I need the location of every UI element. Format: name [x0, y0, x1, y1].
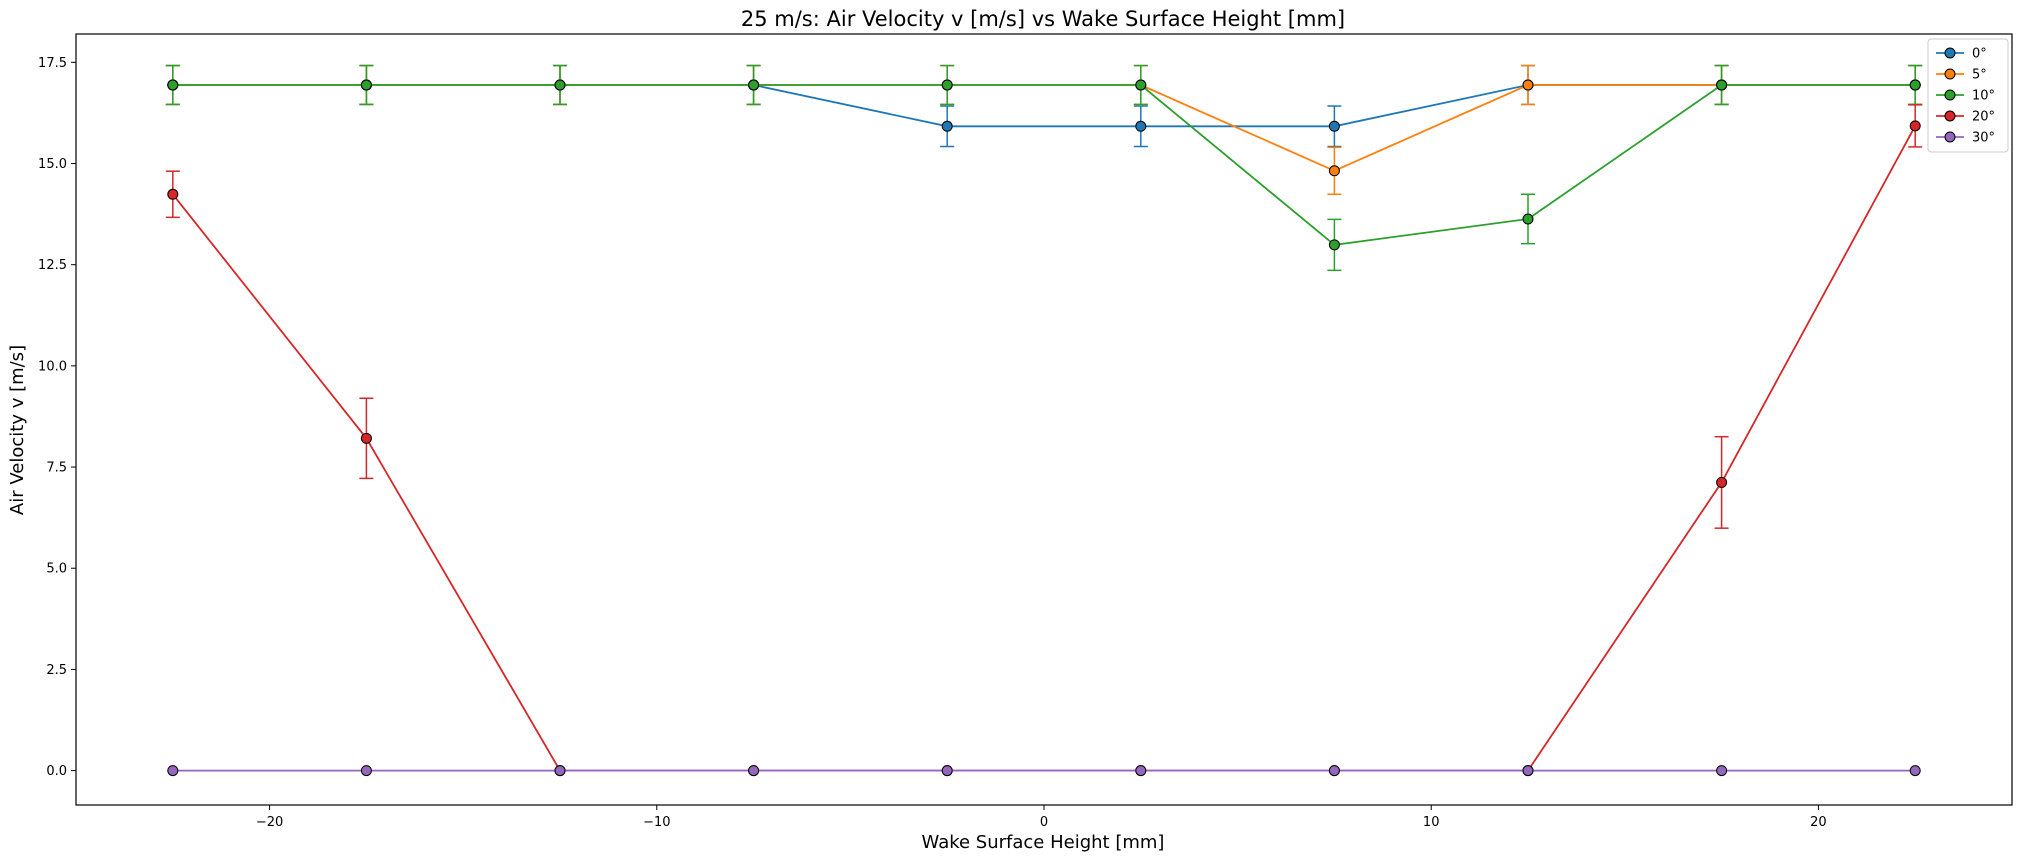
data-point [1328, 239, 1340, 251]
data-point [1135, 79, 1147, 91]
series-line [172, 84, 1916, 128]
data-point [1135, 120, 1147, 132]
data-point [1909, 120, 1921, 132]
legend-marker [1944, 131, 1956, 143]
legend-entry: 20° [1936, 110, 1995, 125]
legend-entry: 0° [1936, 47, 1987, 62]
data-point [167, 188, 179, 200]
data-point [1328, 120, 1340, 132]
data-point [1909, 79, 1921, 91]
legend-label: 30° [1972, 131, 1995, 146]
data-point [554, 765, 566, 777]
legend-entry: 5° [1936, 68, 1987, 83]
data-point [167, 765, 179, 777]
y-tick-label: 5.0 [46, 562, 67, 577]
series-4 [167, 765, 1921, 777]
series-2 [165, 64, 1923, 272]
data-point [748, 79, 760, 91]
x-tick-label: 20 [1810, 815, 1827, 830]
legend: 0° 5° 10° 20° 30° [1927, 38, 2009, 153]
data-point [748, 765, 760, 777]
data-point [1135, 765, 1147, 777]
x-tick-label: −20 [256, 815, 283, 830]
legend-marker [1944, 47, 1956, 59]
data-point [941, 765, 953, 777]
legend-marker [1944, 89, 1956, 101]
data-point [1716, 476, 1728, 488]
data-point [1522, 79, 1534, 91]
y-tick-label: 2.5 [46, 663, 67, 678]
axes: −20 −10 0 10 20 0.0 2.5 5.0 7.5 10.0 12.5 15.0 17.5 [38, 33, 2013, 830]
data-point [941, 79, 953, 91]
legend-label: 5° [1972, 68, 1987, 83]
series-line [172, 84, 1916, 172]
data-point [1328, 165, 1340, 177]
x-tick-label: 10 [1423, 815, 1440, 830]
data-point [1522, 765, 1534, 777]
y-tick-label: 12.5 [38, 258, 67, 273]
y-tick-label: 17.5 [38, 56, 67, 71]
data-point [1522, 213, 1534, 225]
plot-area [165, 64, 1923, 777]
data-point [1909, 765, 1921, 777]
y-tick-label: 0.0 [46, 764, 67, 779]
data-point [167, 79, 179, 91]
data-point [1716, 79, 1728, 91]
data-point [1716, 765, 1728, 777]
y-tick-label: 15.0 [38, 157, 67, 172]
legend-label: 10° [1972, 89, 1995, 104]
legend-entry: 30° [1936, 131, 1995, 146]
data-point [1328, 765, 1340, 777]
x-tick-label: −10 [643, 815, 670, 830]
series-0 [165, 64, 1923, 148]
legend-label: 0° [1972, 47, 1987, 62]
data-point [360, 765, 372, 777]
legend-label: 20° [1972, 110, 1995, 125]
series-line [172, 125, 1916, 772]
data-point [360, 432, 372, 444]
series-line [172, 84, 1916, 246]
data-point [554, 79, 566, 91]
legend-marker [1944, 68, 1956, 80]
legend-entry: 10° [1936, 89, 1995, 104]
y-axis-label: Air Velocity v [m/s] [7, 345, 28, 515]
y-tick-label: 7.5 [46, 461, 67, 476]
data-point [360, 79, 372, 91]
data-point [941, 120, 953, 132]
x-axis-label: Wake Surface Height [mm] [922, 832, 1165, 853]
legend-marker [1944, 110, 1956, 122]
y-tick-label: 10.0 [38, 359, 67, 374]
x-tick-label: 0 [1040, 815, 1048, 830]
series-3 [165, 104, 1923, 777]
chart-title: 25 m/s: Air Velocity v [m/s] vs Wake Sur… [741, 7, 1345, 31]
legend-box [1927, 38, 2009, 153]
